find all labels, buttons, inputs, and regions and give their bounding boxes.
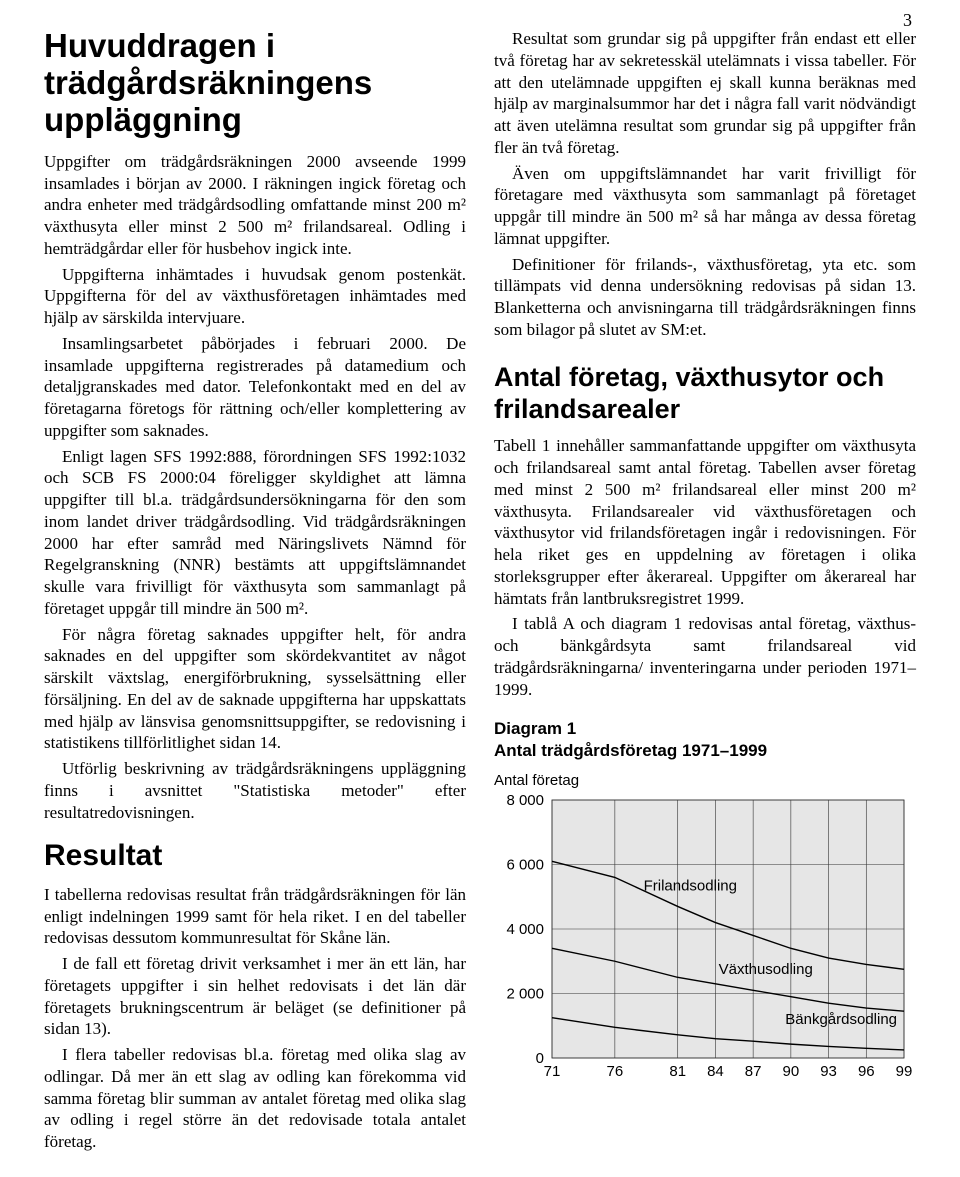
svg-text:Växthusodling: Växthusodling [719, 961, 813, 978]
svg-text:81: 81 [669, 1063, 686, 1080]
section-heading-antal: Antal företag, växthusytor och frilandsa… [494, 361, 916, 426]
svg-text:2 000: 2 000 [506, 985, 544, 1002]
svg-text:76: 76 [607, 1063, 624, 1080]
body-text: Definitioner för frilands-, växthusföret… [494, 254, 916, 341]
body-text: I tabellerna redovisas resultat från trä… [44, 884, 466, 949]
svg-text:4 000: 4 000 [506, 921, 544, 938]
section-heading-resultat: Resultat [44, 839, 466, 874]
body-text: För några företag saknades uppgifter hel… [44, 624, 466, 755]
left-column: Huvuddragen i trädgårdsräkningens uppläg… [44, 28, 466, 1157]
body-text: Insamlingsarbetet påbörjades i februari … [44, 333, 466, 442]
svg-text:84: 84 [707, 1063, 724, 1080]
body-text: Resultat som grundar sig på uppgifter fr… [494, 28, 916, 159]
body-text: I de fall ett företag drivit verksamhet … [44, 953, 466, 1040]
chart-diagram-1: Diagram 1 Antal trädgårdsföretag 1971–19… [494, 718, 916, 1089]
svg-text:6 000: 6 000 [506, 856, 544, 873]
chart-svg: 02 0004 0006 0008 000717681848790939699F… [494, 794, 914, 1084]
svg-text:71: 71 [544, 1063, 561, 1080]
body-text: Tabell 1 innehåller sammanfattande uppgi… [494, 435, 916, 609]
body-text: I flera tabeller redovisas bl.a. företag… [44, 1044, 466, 1153]
chart-title: Diagram 1 Antal trädgårdsföretag 1971–19… [494, 718, 916, 761]
svg-text:90: 90 [783, 1063, 800, 1080]
body-text: Utförlig beskrivning av trädgårdsräkning… [44, 758, 466, 823]
body-text: Uppgifter om trädgårdsräkningen 2000 avs… [44, 151, 466, 260]
chart-y-axis-label: Antal företag [494, 771, 916, 790]
svg-text:99: 99 [896, 1063, 913, 1080]
svg-text:96: 96 [858, 1063, 875, 1080]
svg-text:Bänkgårdsodling: Bänkgårdsodling [785, 1011, 897, 1028]
svg-text:8 000: 8 000 [506, 794, 544, 809]
svg-text:Frilandsodling: Frilandsodling [644, 877, 737, 894]
right-column: Resultat som grundar sig på uppgifter fr… [494, 28, 916, 1157]
page-number: 3 [903, 10, 912, 31]
main-heading: Huvuddragen i trädgårdsräkningens uppläg… [44, 28, 466, 139]
svg-text:93: 93 [820, 1063, 837, 1080]
body-text: I tablå A och diagram 1 redovisas antal … [494, 613, 916, 700]
body-text: Även om uppgiftslämnandet har varit friv… [494, 163, 916, 250]
body-text: Uppgifterna inhämtades i huvudsak genom … [44, 264, 466, 329]
body-text: Enligt lagen SFS 1992:888, förordningen … [44, 446, 466, 620]
svg-text:87: 87 [745, 1063, 762, 1080]
